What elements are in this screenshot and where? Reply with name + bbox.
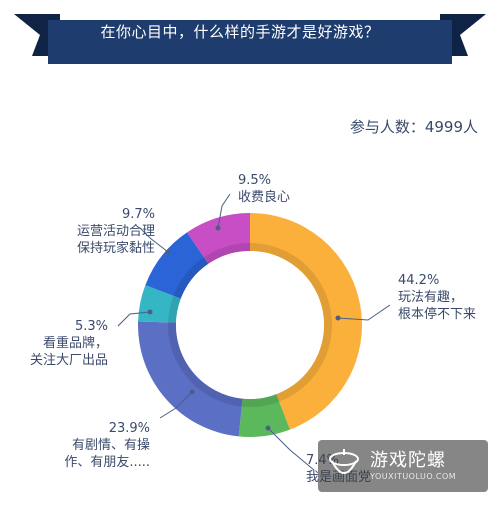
slice-pct: 5.3%	[74, 319, 108, 334]
leader-line-3	[117, 311, 151, 327]
donut-hole	[176, 251, 324, 399]
slice-label-pricing: 9.5% 收费良心	[238, 172, 290, 206]
slice-category: 有剧情、有操	[71, 438, 150, 453]
donut-slice-1	[238, 394, 290, 438]
donut-slice-2	[138, 321, 243, 437]
donut-slice-5	[187, 213, 250, 264]
slice-category: 作、有朋友.....	[64, 455, 150, 470]
slice-category: 看重品牌，	[42, 336, 108, 351]
page-title: 在你心目中，什么样的手游才是好游戏？	[100, 23, 380, 41]
banner-body	[48, 20, 452, 64]
leader-line-0	[337, 304, 391, 321]
slice-label-story: 23.9% 有剧情、有操 作、有朋友.....	[64, 420, 150, 471]
slice-category: 关注大厂出品	[29, 353, 108, 368]
slice-label-operations: 9.7% 运营活动合理 保持玩家黏性	[77, 206, 155, 257]
slice-pct: 23.9%	[108, 421, 150, 436]
watermark: 游戏陀螺 YOUXITUOLUO.COM	[318, 440, 488, 492]
leader-dot-4	[165, 249, 171, 255]
leader-line-1	[267, 427, 315, 471]
slice-category: 根本停不下来	[398, 307, 477, 322]
slice-label-playability: 44.2% 玩法有趣， 根本停不下来	[398, 272, 476, 323]
donut-slice-0	[250, 213, 363, 430]
spinning-top-icon	[329, 449, 359, 474]
watermark-text: 游戏陀螺	[370, 450, 446, 471]
slice-pct: 9.7%	[121, 207, 155, 222]
leader-dot-1	[265, 425, 271, 431]
leader-dot-5	[215, 225, 221, 231]
leader-dot-3	[147, 309, 153, 315]
slice-pct: 44.2%	[398, 273, 440, 288]
leader-line-2	[159, 391, 193, 419]
slice-category: 运营活动合理	[76, 224, 155, 239]
slice-category: 收费良心	[238, 190, 291, 205]
slice-category: 玩法有趣，	[398, 290, 464, 305]
slice-label-brand: 5.3% 看重品牌， 关注大厂出品	[30, 318, 108, 369]
leader-dot-0	[335, 315, 341, 321]
donut-inner-shadow	[168, 243, 332, 407]
watermark-url: YOUXITUOLUO.COM	[370, 472, 457, 481]
participants-count: 参与人数：4999人	[349, 118, 478, 136]
leader-dot-2	[189, 389, 195, 395]
slice-pct: 9.5%	[238, 173, 272, 188]
slice-category: 保持玩家黏性	[76, 241, 155, 256]
leader-line-5	[217, 193, 231, 229]
title-banner	[14, 14, 486, 64]
leader-line-4	[139, 227, 169, 253]
donut-slice-4	[145, 232, 209, 299]
